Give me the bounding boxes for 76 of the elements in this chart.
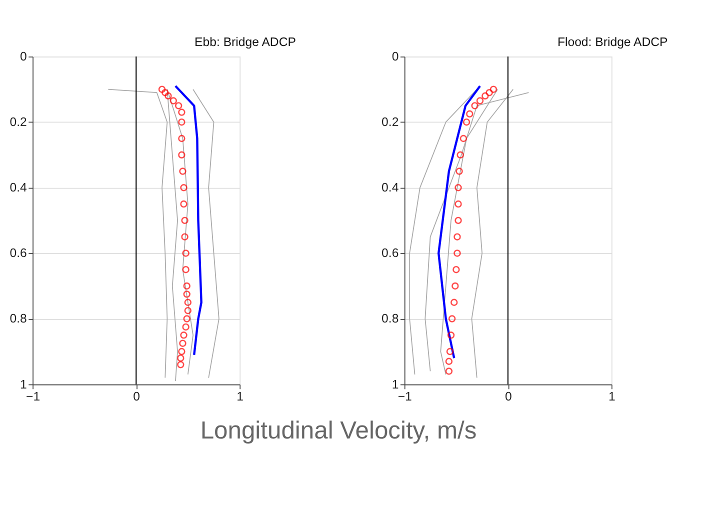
point: [164, 92, 172, 100]
line-series: [437, 84, 482, 360]
y-tick-label: 0.4: [382, 180, 399, 195]
point: [471, 102, 478, 110]
line-series: [108, 88, 168, 378]
point: [181, 216, 188, 224]
y-tick-label: 0.6: [10, 246, 28, 260]
point: [183, 315, 190, 322]
point: [454, 184, 462, 192]
point: [445, 358, 453, 365]
y-tick-label: 0.6: [382, 246, 399, 260]
line-series: [409, 88, 478, 375]
line-series: [192, 88, 220, 378]
point: [182, 266, 190, 274]
point: [178, 134, 186, 142]
point: [454, 200, 462, 208]
point: [182, 323, 190, 331]
point: [466, 110, 474, 118]
x-tick-label: 1: [608, 390, 616, 404]
point: [180, 332, 188, 339]
point: [456, 168, 463, 175]
x-tick-label: 0: [504, 390, 512, 404]
y-tick-label: 1: [20, 377, 28, 392]
point: [179, 168, 186, 175]
point: [162, 89, 169, 96]
point: [456, 151, 464, 158]
point: [445, 368, 453, 375]
point: [454, 216, 462, 224]
point: [446, 348, 454, 356]
point: [158, 86, 166, 93]
point: [450, 298, 458, 306]
point: [174, 102, 182, 110]
point: [180, 200, 188, 208]
point: [448, 315, 456, 322]
y-tick-label: 0: [20, 50, 28, 64]
x-axis-title: Longitudinal Velocity, m/s: [200, 418, 477, 445]
point: [460, 134, 468, 142]
line-series: [174, 84, 202, 356]
y-tick-label: 0.2: [10, 115, 28, 130]
x-tick-label: 1: [236, 390, 244, 404]
chart-title: Ebb: Bridge ADCP: [194, 34, 296, 49]
point: [183, 282, 190, 290]
point: [184, 298, 192, 306]
y-tick-label: 0: [392, 50, 399, 64]
point: [177, 354, 184, 362]
point: [454, 250, 461, 257]
x-tick-label: −1: [398, 390, 412, 404]
point: [184, 306, 192, 314]
chart-title: Flood: Bridge ADCP: [557, 34, 668, 49]
point: [476, 97, 484, 104]
y-tick-label: 1: [392, 377, 399, 392]
y-tick-label: 0.8: [382, 312, 399, 326]
point: [490, 86, 498, 93]
point: [178, 108, 186, 116]
y-tick-label: 0.4: [10, 180, 28, 195]
point: [179, 340, 186, 347]
point: [454, 233, 461, 240]
x-tick-label: −1: [26, 390, 40, 404]
y-tick-label: 0.2: [382, 115, 399, 130]
x-tick-label: 0: [133, 390, 140, 404]
point: [452, 282, 459, 290]
point: [178, 118, 186, 126]
point: [178, 151, 186, 158]
point: [452, 266, 460, 274]
point: [181, 233, 188, 240]
point: [462, 118, 470, 126]
point: [183, 290, 190, 298]
point: [182, 250, 190, 257]
point: [482, 92, 489, 100]
y-tick-label: 0.8: [10, 312, 28, 326]
point: [177, 361, 184, 368]
point: [486, 89, 493, 96]
point: [447, 332, 455, 339]
point: [180, 184, 188, 192]
point: [170, 97, 178, 104]
point: [178, 348, 186, 356]
